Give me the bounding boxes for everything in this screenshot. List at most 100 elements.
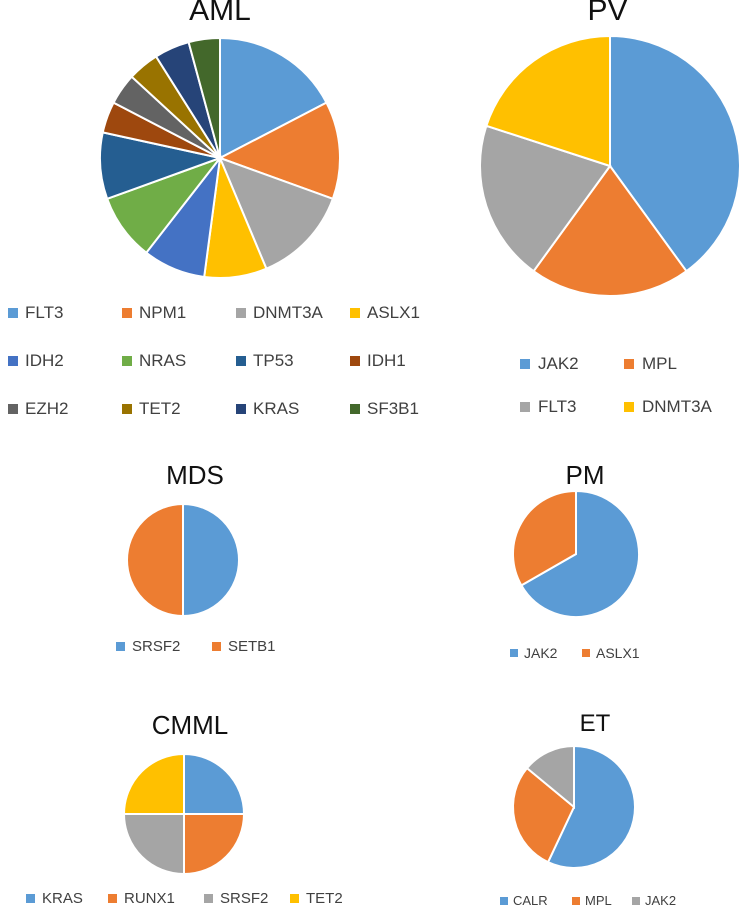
legend-label: FLT3 (25, 303, 64, 322)
legend-label: TET2 (139, 399, 181, 418)
chart-aml: AML FLT3 NPM1 DNMT3A ASLX1 IDH2 NRAS TP53 IDH1 E… (0, 0, 440, 430)
legend-label: NPM1 (139, 303, 187, 322)
legend-swatch (624, 359, 634, 369)
legend-swatch (350, 404, 360, 414)
legend-item: TET2 (290, 890, 343, 907)
legend-item: MPL (572, 893, 612, 908)
pie-slice-srsf2 (122, 813, 185, 876)
pie-slice-runx1 (183, 813, 246, 876)
pie-chart (512, 744, 636, 869)
legend-item: JAK2 (510, 645, 557, 661)
legend-label: MPL (585, 893, 612, 908)
legend-item: DNMT3A (624, 397, 712, 417)
legend-item: JAK2 (632, 893, 676, 908)
chart-title: CMML (151, 710, 229, 740)
legend-label: RUNX1 (124, 890, 175, 907)
chart-title: PV (587, 0, 628, 27)
pie-slice-mpl (512, 766, 576, 864)
legend-label: DNMT3A (642, 397, 712, 416)
pie-slice-mpl (532, 164, 688, 297)
pie-chart (122, 752, 246, 876)
legend-swatch (510, 649, 518, 657)
legend-item: SRSF2 (204, 890, 268, 907)
legend-swatch (236, 308, 246, 318)
legend-label: SETB1 (228, 638, 276, 655)
legend-label: NRAS (139, 351, 187, 370)
legend-label: EZH2 (25, 399, 69, 418)
legend-swatch (122, 308, 132, 318)
legend-swatch (204, 894, 213, 903)
pie-slice-sf3b1 (187, 36, 221, 159)
legend-swatch (350, 308, 360, 318)
legend-item: IDH2 (8, 351, 64, 371)
legend-label: KRAS (42, 890, 83, 907)
chart-title: PM (565, 460, 605, 490)
legend-item: IDH1 (350, 351, 406, 371)
legend-item: ASLX1 (582, 645, 640, 661)
legend-swatch (8, 356, 18, 366)
legend-swatch (520, 402, 530, 412)
legend-swatch (122, 404, 132, 414)
legend-swatch (500, 896, 508, 905)
legend-swatch (122, 356, 132, 366)
legend-label: JAK2 (538, 354, 579, 373)
legend-swatch (26, 894, 35, 903)
legend-item: JAK2 (520, 354, 579, 374)
legend-swatch (632, 896, 640, 905)
chart-pm: PM JAK2 ASLX1 (470, 460, 710, 670)
legend-swatch (8, 404, 18, 414)
pie-slice-jak2 (520, 489, 640, 618)
pie-chart (479, 34, 741, 297)
chart-mds: MDS SRSF2 SETB1 (80, 460, 320, 670)
legend-swatch (116, 642, 125, 651)
legend-label: KRAS (253, 399, 300, 418)
legend-item: EZH2 (8, 399, 68, 419)
chart-pv: PV JAK2 MPL FLT3 DNMT3A (460, 0, 745, 430)
legend-item: FLT3 (8, 303, 63, 323)
pie-slice-kras (183, 752, 246, 815)
legend-label: CALR (513, 893, 548, 908)
pie-slice-npm1 (217, 101, 341, 201)
legend-label: IDH2 (25, 351, 64, 370)
legend-label: SRSF2 (132, 638, 181, 655)
pie-slice-jak2 (609, 34, 741, 273)
pie-chart (99, 36, 341, 279)
legend-item: FLT3 (520, 397, 576, 417)
legend-swatch (236, 404, 246, 414)
legend-item: KRAS (26, 890, 83, 907)
legend-item: NRAS (122, 351, 186, 371)
legend-label: ASLX1 (596, 645, 640, 661)
legend-swatch (8, 308, 18, 318)
legend-item: KRAS (236, 399, 299, 419)
legend-swatch (520, 359, 530, 369)
legend-swatch (212, 642, 221, 651)
chart-title: ET (579, 710, 611, 737)
legend-item: TP53 (236, 351, 294, 371)
legend-item: SRSF2 (116, 638, 180, 655)
chart-et: ET CALR MPL JAK2 (480, 710, 720, 908)
legend-label: ASLX1 (367, 303, 420, 322)
legend-swatch (236, 356, 246, 366)
legend-label: SRSF2 (220, 890, 269, 907)
legend-item: SF3B1 (350, 399, 419, 419)
pie-slice-tet2 (122, 752, 185, 815)
legend-item: TET2 (122, 399, 181, 419)
legend-label: SF3B1 (367, 399, 419, 418)
pie-slice-flt3 (219, 36, 328, 160)
pie-chart (512, 489, 640, 618)
legend-swatch (108, 894, 117, 903)
pie-slice-dnmt3a (218, 156, 335, 270)
legend-item: NPM1 (122, 303, 186, 323)
legend-swatch (350, 356, 360, 366)
legend-item: MPL (624, 354, 677, 374)
pie-slice-aslx1 (512, 489, 577, 587)
legend-item: ASLX1 (350, 303, 420, 323)
pie-slice-jak2 (525, 744, 575, 810)
chart-title: AML (189, 0, 251, 27)
legend-item: RUNX1 (108, 890, 175, 907)
legend-label: TET2 (306, 890, 343, 907)
legend-label: DNMT3A (253, 303, 323, 322)
legend-swatch (572, 896, 580, 905)
legend-label: FLT3 (538, 397, 577, 416)
legend-label: IDH1 (367, 351, 406, 370)
